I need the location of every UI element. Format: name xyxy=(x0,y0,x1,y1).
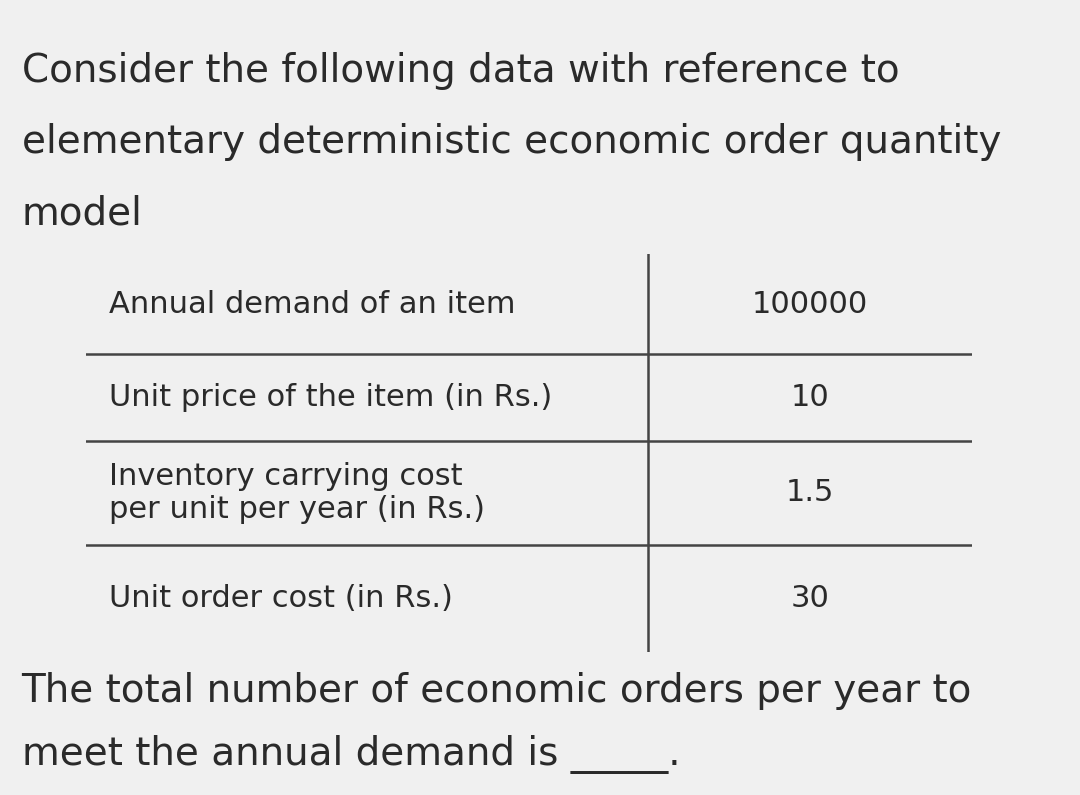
Text: 100000: 100000 xyxy=(752,289,868,319)
Text: 30: 30 xyxy=(791,584,829,613)
Text: Unit order cost (in Rs.): Unit order cost (in Rs.) xyxy=(108,584,453,613)
Text: Annual demand of an item: Annual demand of an item xyxy=(108,289,515,319)
Text: Unit price of the item (in Rs.): Unit price of the item (in Rs.) xyxy=(108,383,552,412)
Text: The total number of economic orders per year to: The total number of economic orders per … xyxy=(22,672,972,710)
Text: meet the annual demand is _____.: meet the annual demand is _____. xyxy=(22,735,680,774)
Text: model: model xyxy=(22,195,143,233)
Text: 1.5: 1.5 xyxy=(786,479,834,507)
Text: elementary deterministic economic order quantity: elementary deterministic economic order … xyxy=(22,123,1001,161)
Text: 10: 10 xyxy=(791,383,829,412)
Text: Consider the following data with reference to: Consider the following data with referen… xyxy=(22,52,900,90)
Text: Inventory carrying cost
per unit per year (in Rs.): Inventory carrying cost per unit per yea… xyxy=(108,462,485,524)
